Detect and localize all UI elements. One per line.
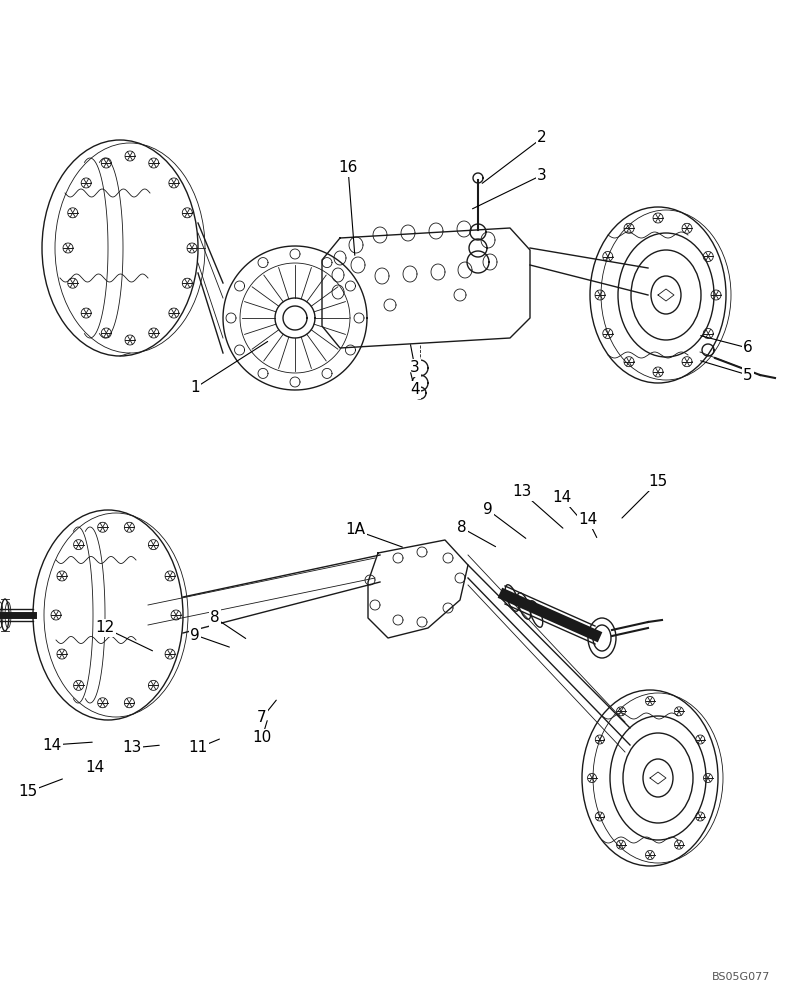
Text: 9: 9 — [190, 628, 200, 643]
Text: 14: 14 — [85, 760, 104, 776]
Text: 5: 5 — [743, 367, 753, 382]
Text: 6: 6 — [743, 340, 753, 356]
Text: BS05G077: BS05G077 — [712, 972, 770, 982]
Text: 9: 9 — [483, 502, 493, 518]
Text: 1A: 1A — [345, 522, 365, 538]
Text: 14: 14 — [42, 738, 61, 752]
Text: 13: 13 — [123, 740, 142, 756]
Text: 8: 8 — [457, 520, 466, 536]
Text: 4: 4 — [410, 382, 419, 397]
Text: 16: 16 — [338, 160, 357, 176]
Text: 15: 15 — [18, 784, 37, 800]
Text: 3: 3 — [410, 360, 419, 375]
Text: 8: 8 — [210, 610, 220, 626]
Text: 3: 3 — [537, 167, 547, 182]
Text: 15: 15 — [649, 475, 668, 489]
Text: 14: 14 — [579, 512, 598, 528]
Text: 7: 7 — [257, 710, 267, 726]
Text: 14: 14 — [552, 490, 572, 506]
Text: 1: 1 — [190, 380, 200, 395]
Text: 13: 13 — [513, 485, 532, 499]
Text: 10: 10 — [252, 730, 271, 746]
Text: 11: 11 — [189, 740, 208, 756]
Text: 12: 12 — [96, 620, 115, 636]
Text: 2: 2 — [537, 130, 547, 145]
